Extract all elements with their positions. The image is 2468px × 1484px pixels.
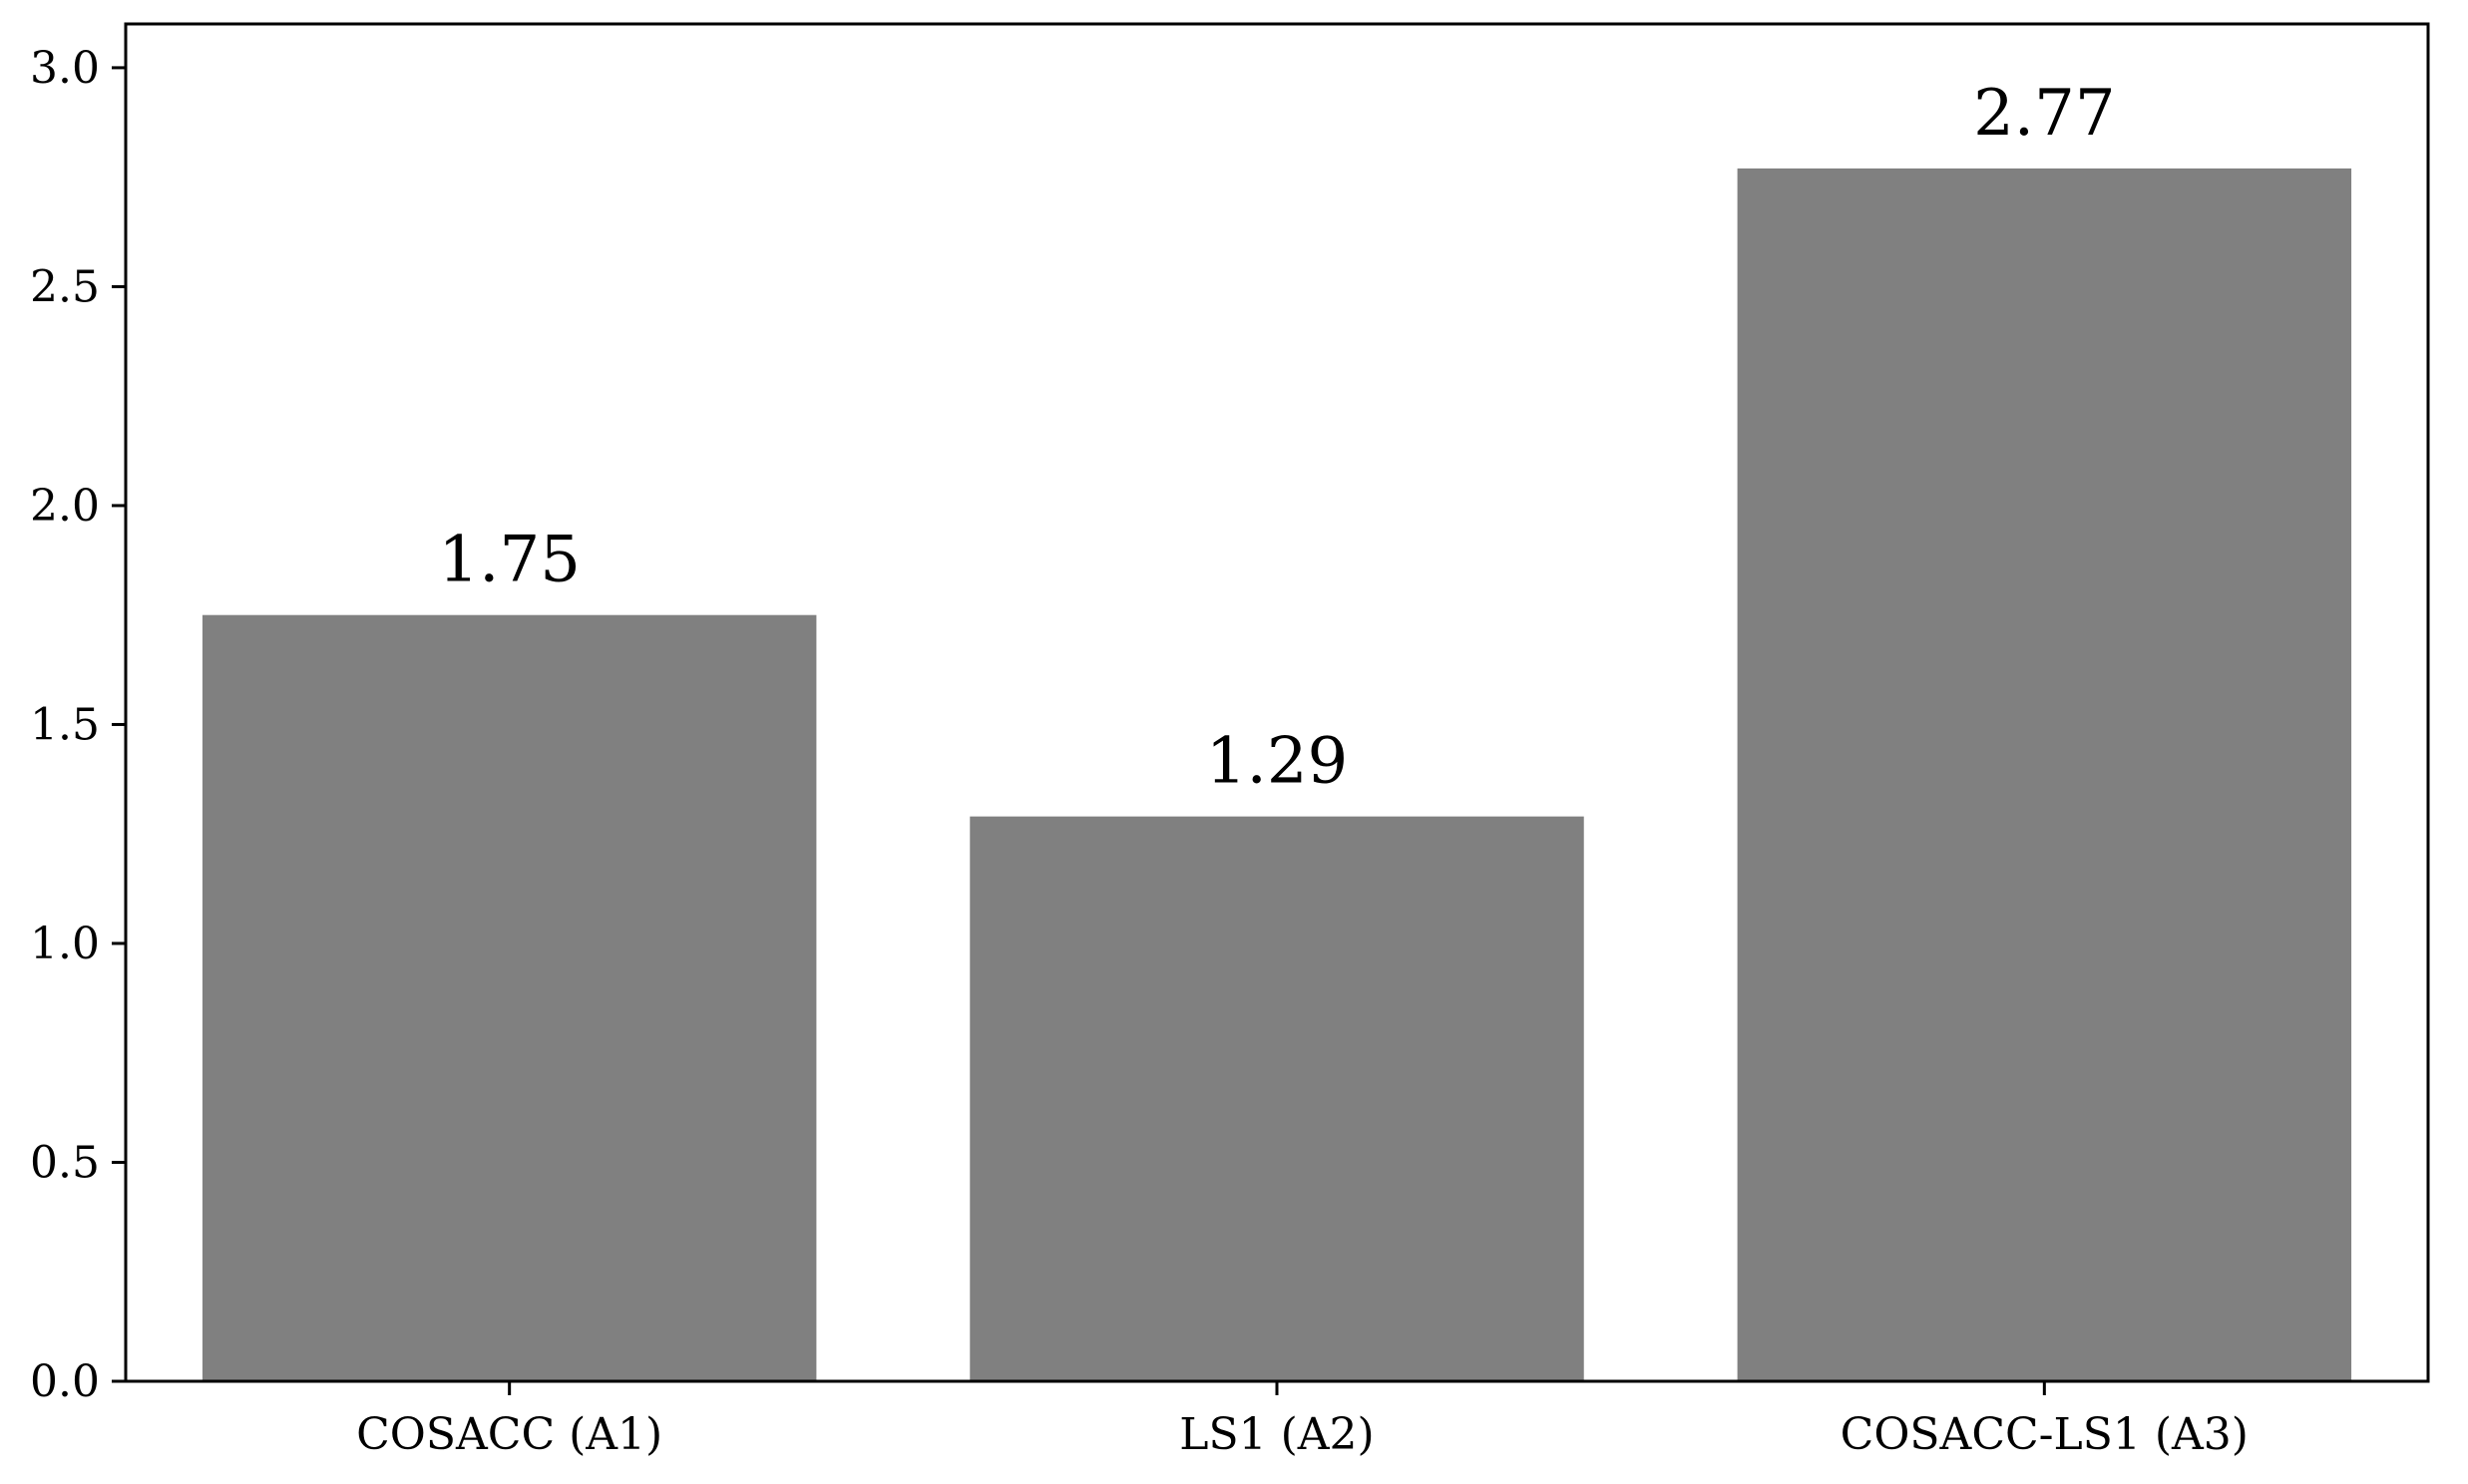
bar-3	[1737, 168, 2352, 1382]
x-tick-label-2: LS1 (A2)	[1179, 1409, 1374, 1460]
y-tick-label-3: 1.0	[30, 919, 100, 969]
y-tick-label-1: 0.0	[30, 1356, 100, 1407]
x-tick-label-1: COSACC (A1)	[356, 1409, 662, 1460]
x-axis: COSACC (A1) LS1 (A2) COSACC-LS1 (A3)	[356, 1381, 2249, 1460]
data-label-3: 2.77	[1973, 77, 2116, 151]
bars-layer	[202, 168, 2352, 1382]
x-tick-label-3: COSACC-LS1 (A3)	[1841, 1409, 2249, 1460]
y-axis: 0.0 0.5 1.0 1.5 2.0 2.5 3.0	[30, 43, 126, 1407]
y-tick-label-7: 3.0	[30, 43, 100, 94]
y-tick-label-2: 0.5	[30, 1137, 100, 1188]
y-tick-label-5: 2.0	[30, 481, 100, 532]
y-tick-label-4: 1.5	[30, 699, 100, 750]
data-label-2: 1.29	[1206, 725, 1349, 799]
plot-frame	[124, 22, 2430, 1383]
y-tick-label-6: 2.5	[30, 261, 100, 312]
bar-2	[970, 816, 1584, 1381]
bar-1	[202, 614, 817, 1381]
data-label-1: 1.75	[438, 524, 581, 597]
data-labels-layer: 1.75 1.29 2.77	[438, 77, 2115, 799]
